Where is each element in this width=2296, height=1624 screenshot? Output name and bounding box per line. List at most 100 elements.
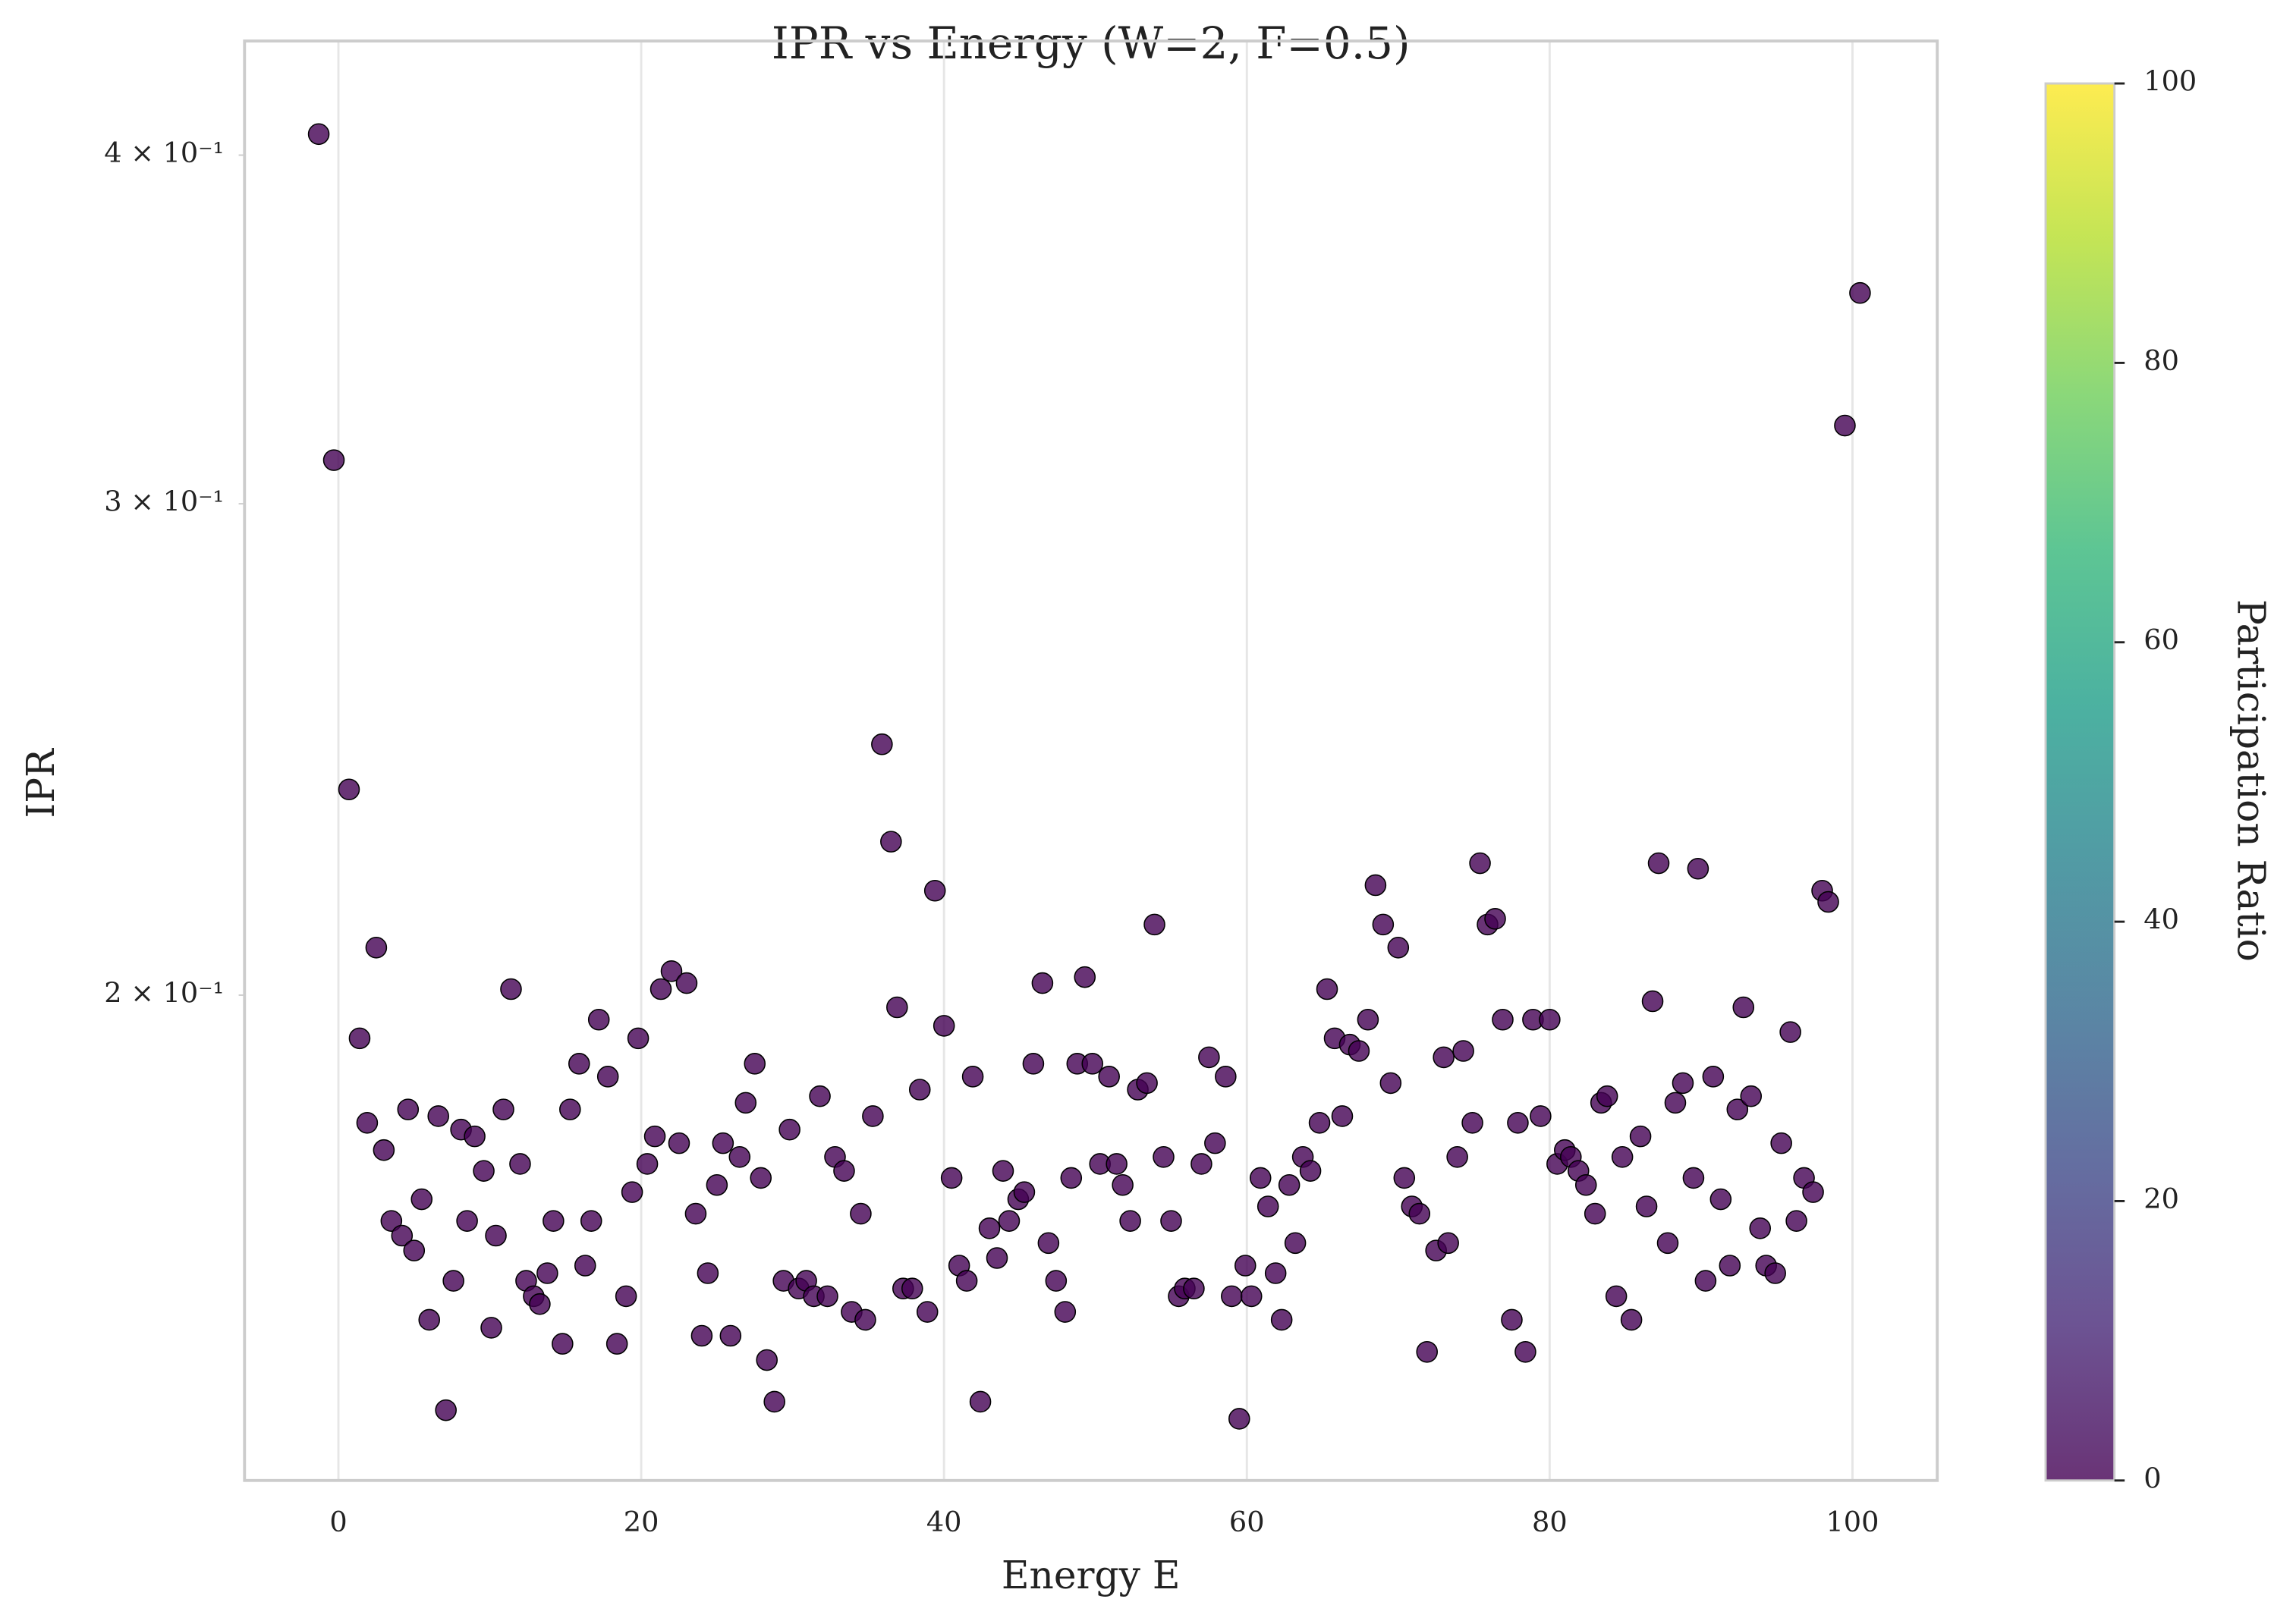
scatter-point <box>1136 1072 1158 1095</box>
scatter-point <box>574 1255 596 1277</box>
x-tick-label: 100 <box>1826 1506 1879 1538</box>
scatter-point <box>961 1066 984 1088</box>
x-tick-label: 40 <box>926 1506 962 1538</box>
y-axis-label: IPR <box>18 748 63 818</box>
colorbar-label: Participation Ratio <box>2228 599 2273 962</box>
scatter-point <box>1656 1232 1679 1255</box>
scatter-point <box>1635 1195 1658 1217</box>
scatter-point <box>1605 1285 1628 1308</box>
scatter-point <box>1732 996 1755 1019</box>
scatter-point <box>435 1399 457 1421</box>
scatter-point <box>1611 1146 1634 1168</box>
scatter-point <box>1647 852 1670 875</box>
scatter-point <box>615 1285 637 1308</box>
scatter-point <box>1249 1167 1272 1189</box>
scatter-point <box>901 1277 923 1300</box>
scatter-point <box>719 1324 742 1347</box>
scatter-point <box>1740 1085 1763 1107</box>
scatter-point <box>1461 1112 1483 1134</box>
scatter-point <box>1393 1167 1416 1189</box>
scatter-point <box>456 1210 478 1232</box>
scatter-point <box>1364 874 1387 897</box>
scatter-point <box>1119 1210 1141 1232</box>
scatter-point <box>373 1139 395 1161</box>
scatter-point <box>880 831 902 853</box>
scatter-point <box>1112 1173 1134 1196</box>
scatter-point <box>1437 1232 1459 1255</box>
x-tick-label: 60 <box>1229 1506 1265 1538</box>
scatter-point <box>1530 1105 1552 1127</box>
scatter-point <box>1264 1262 1287 1284</box>
scatter-point <box>1664 1092 1687 1114</box>
scatter-point <box>706 1173 728 1196</box>
y-tick-label: 3 × 10⁻¹ <box>104 485 224 518</box>
scatter-point <box>1081 1053 1104 1075</box>
scatter-point <box>485 1224 507 1247</box>
scatter-point <box>728 1146 751 1168</box>
scatter-point <box>1098 1066 1120 1088</box>
scatter-point <box>480 1317 502 1339</box>
scatter-point <box>1031 972 1054 994</box>
scatter-point <box>627 1027 649 1050</box>
scatter-point <box>908 1079 931 1101</box>
scatter-point <box>427 1105 449 1127</box>
scatter-point <box>643 1125 666 1148</box>
colorbar-tick-label: 0 <box>2143 1462 2161 1494</box>
scatter-point <box>403 1239 426 1261</box>
scatter-point <box>500 978 522 1000</box>
scatter-point <box>1446 1146 1468 1168</box>
scatter-point <box>1484 908 1506 930</box>
scatter-point <box>1672 1072 1694 1095</box>
x-tick-label: 0 <box>329 1506 347 1538</box>
scatter-point <box>778 1118 800 1141</box>
scatter-point <box>1817 891 1839 913</box>
scatter-point <box>1492 1008 1514 1031</box>
scatter-point <box>543 1210 565 1232</box>
scatter-point <box>552 1333 574 1355</box>
scatter-point <box>464 1125 486 1148</box>
scatter-point <box>1719 1255 1741 1277</box>
scatter-point <box>1785 1210 1807 1232</box>
scatter-point <box>1469 852 1491 875</box>
colorbar-tick-label: 100 <box>2143 65 2197 98</box>
scatter-point <box>697 1262 719 1284</box>
scatter-point <box>509 1153 531 1175</box>
scatter-point <box>636 1153 659 1175</box>
scatter-point <box>1452 1040 1474 1062</box>
y-tick-label: 2 × 10⁻¹ <box>104 976 224 1009</box>
scatter-point <box>348 1027 371 1050</box>
scatter-point <box>1190 1153 1212 1175</box>
scatter-point <box>744 1053 766 1075</box>
scatter-point <box>712 1132 734 1154</box>
scatter-point <box>1702 1066 1725 1088</box>
scatter-point <box>1749 1217 1772 1239</box>
scatter-point <box>916 1301 939 1323</box>
scatter-point <box>492 1098 514 1120</box>
scatter-point <box>1387 937 1410 959</box>
plot-frame <box>243 39 1939 1482</box>
scatter-point <box>1234 1255 1257 1277</box>
scatter-point <box>1849 281 1871 304</box>
scatter-point <box>418 1308 441 1331</box>
scatter-point <box>1379 1072 1402 1095</box>
scatter-point <box>1240 1285 1263 1308</box>
colorbar-tick-label: 80 <box>2143 344 2179 377</box>
scatter-point <box>1215 1066 1237 1088</box>
scatter-point <box>1620 1308 1643 1331</box>
colorbar-tick-label: 60 <box>2143 624 2179 656</box>
scatter-point <box>750 1167 772 1189</box>
colorbar-tick-label: 20 <box>2143 1183 2179 1215</box>
scatter-point <box>1629 1125 1652 1148</box>
scatter-point <box>850 1202 872 1225</box>
scatter-point <box>1834 414 1856 437</box>
scatter-point <box>410 1188 433 1211</box>
scatter-point <box>1060 1167 1083 1189</box>
scatter-point <box>1037 1232 1060 1255</box>
y-tick-label: 4 × 10⁻¹ <box>104 137 224 169</box>
scatter-point <box>1153 1146 1175 1168</box>
scatter-point <box>605 1333 628 1355</box>
scatter-point <box>978 1217 1001 1239</box>
colorbar <box>2044 82 2116 1482</box>
scatter-point <box>1183 1277 1205 1300</box>
scatter-point <box>1308 1112 1331 1134</box>
